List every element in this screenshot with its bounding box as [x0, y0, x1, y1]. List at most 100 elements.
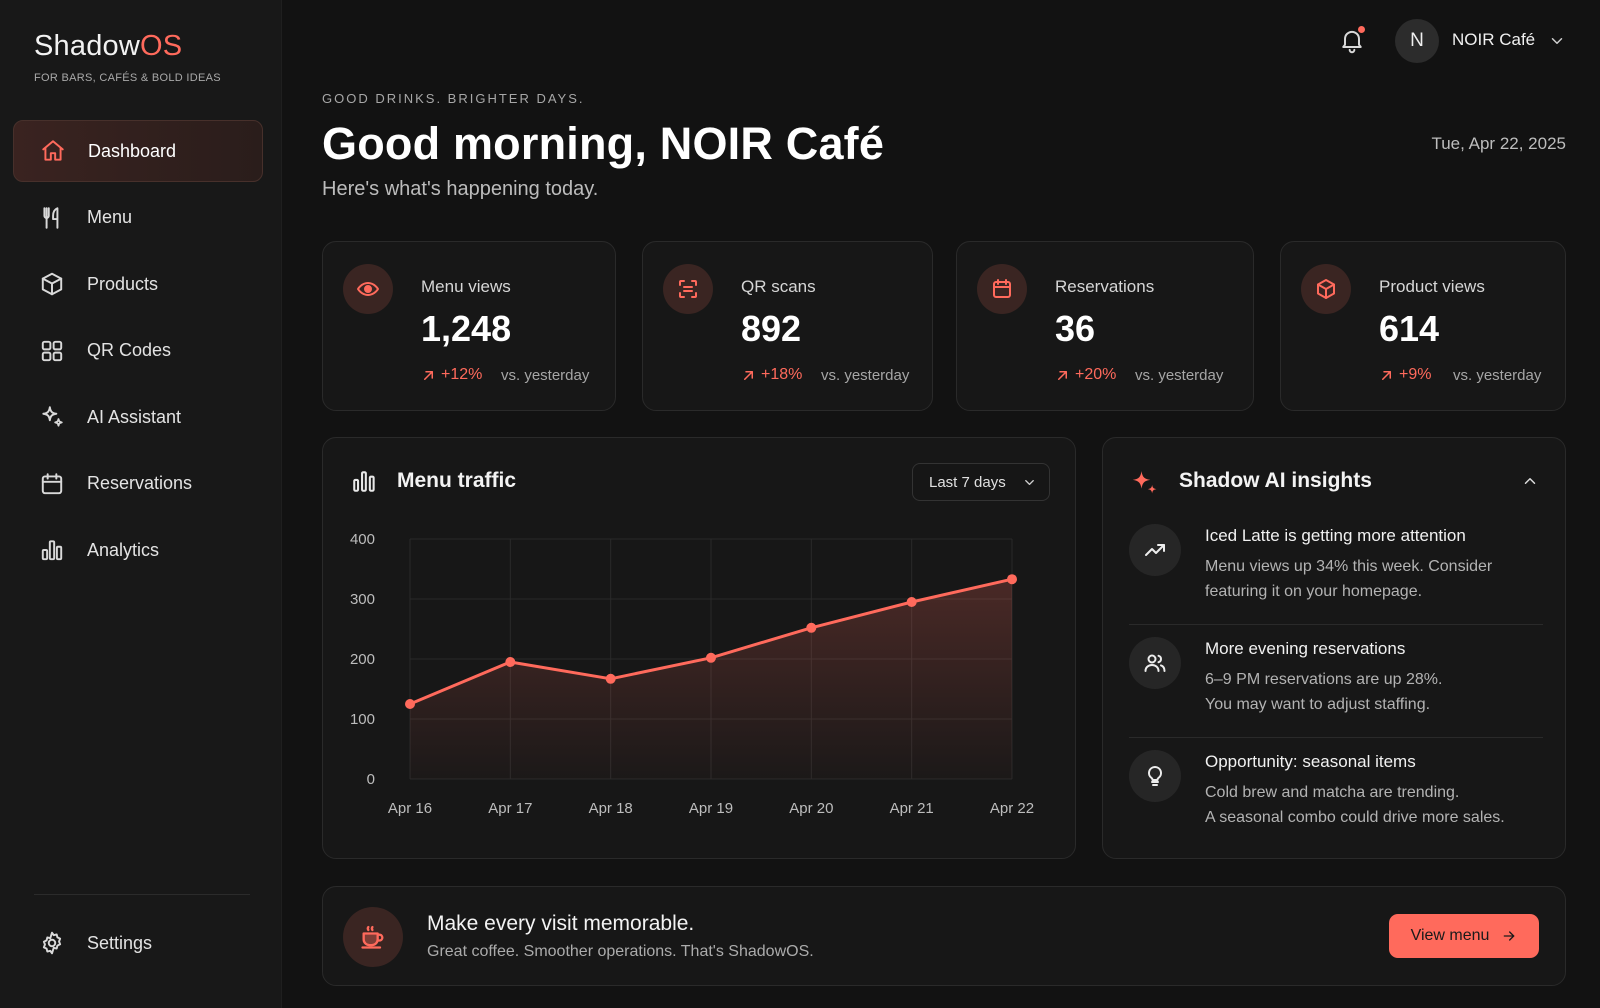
x-tick-label: Apr 18	[589, 800, 633, 817]
x-tick-label: Apr 21	[890, 800, 934, 817]
arrow-right-icon	[1504, 931, 1515, 941]
y-tick-label: 200	[350, 651, 375, 668]
stat-value: 36	[1055, 308, 1096, 349]
x-tick-label: Apr 22	[990, 800, 1034, 817]
y-tick-label: 100	[350, 711, 375, 728]
sidebar-item-products[interactable]: Products	[13, 253, 263, 315]
stat-card-menu-views[interactable]: Menu views 1,248 +12% vs. yesterday	[322, 241, 616, 411]
x-tick-label: Apr 19	[689, 800, 733, 817]
ai-insights-card: Shadow AI insights Iced Latte is getting…	[1102, 437, 1566, 859]
insight-title: Iced Latte is getting more attention	[1205, 526, 1466, 545]
page-subtitle: Here's what's happening today.	[322, 178, 599, 200]
sidebar-item-qr-codes[interactable]: QR Codes	[13, 320, 263, 382]
eye-icon	[343, 264, 393, 314]
notifications-bell-icon[interactable]	[1338, 26, 1366, 54]
sidebar-item-label: Settings	[87, 932, 153, 953]
sidebar-item-ai-assistant[interactable]: AI Assistant	[13, 386, 263, 448]
stat-value: 1,248	[421, 308, 512, 349]
view-menu-label: View menu	[1410, 927, 1490, 944]
data-point	[505, 657, 516, 667]
sidebar-divider	[34, 894, 250, 895]
stat-label: Reservations	[1055, 277, 1155, 296]
page-title: Good morning, NOIR Café	[322, 118, 885, 169]
arrow-up-right-icon	[744, 370, 753, 380]
sidebar-item-reservations[interactable]: Reservations	[13, 453, 263, 515]
calendar-icon	[39, 471, 65, 497]
insight-description: Cold brew and matcha are trending. A sea…	[1205, 784, 1505, 826]
data-point	[806, 622, 817, 633]
stat-compare: vs. yesterday	[1135, 367, 1224, 384]
sidebar-item-label: AI Assistant	[87, 406, 182, 427]
y-tick-label: 300	[350, 591, 375, 608]
insight-divider	[1129, 737, 1543, 738]
traffic-area	[410, 579, 1012, 779]
page-date: Tue, Apr 22, 2025	[1431, 134, 1566, 153]
sidebar-item-label: QR Codes	[87, 340, 172, 360]
arrow-up-right-icon	[1382, 370, 1391, 380]
box-icon	[39, 271, 65, 297]
insight-title: More evening reservations	[1205, 639, 1406, 658]
trend-up-icon	[1129, 524, 1181, 576]
data-point	[1007, 574, 1017, 585]
insight-description: 6–9 PM reservations are up 28%. You may …	[1205, 671, 1443, 713]
insight-divider	[1129, 624, 1543, 625]
sidebar-item-settings[interactable]: Settings	[13, 912, 263, 974]
chevron-up-icon[interactable]	[1521, 472, 1539, 490]
insight-item[interactable]: Iced Latte is getting more attention Men…	[1129, 524, 1543, 638]
calendar-icon	[977, 264, 1027, 314]
arrow-up-right-icon	[1058, 370, 1067, 380]
insight-item[interactable]: More evening reservations 6–9 PM reserva…	[1129, 637, 1543, 751]
grid-icon	[39, 338, 65, 364]
coffee-cup-icon	[343, 907, 403, 967]
data-point	[405, 699, 415, 709]
arrow-up-right-icon	[424, 370, 433, 380]
brand-name: ShadowOS	[34, 30, 183, 62]
date-range-select[interactable]: Last 7 days	[912, 463, 1050, 501]
menu-traffic-card: 0 100 200 300 400 Apr 16 Apr 17 Apr 18 Apr 19 Ap…	[322, 437, 1076, 859]
chevron-down-icon[interactable]	[1548, 32, 1566, 50]
sidebar-item-label: Menu	[87, 207, 133, 227]
stat-delta: +9%	[1379, 366, 1431, 384]
chevron-down-icon	[1025, 480, 1034, 485]
stat-compare: vs. yesterday	[821, 367, 910, 384]
insight-item[interactable]: Opportunity: seasonal items Cold brew an…	[1129, 750, 1543, 864]
sidebar-item-label: Analytics	[87, 539, 160, 560]
stat-delta: +18%	[741, 366, 802, 384]
x-tick-label: Apr 16	[388, 800, 432, 817]
data-point	[706, 652, 716, 663]
sidebar-item-dashboard[interactable]: Dashboard	[13, 120, 263, 182]
lightbulb-icon	[1129, 750, 1181, 802]
brand-logo[interactable]: ShadowOS FOR BARS, CAFÉS & BOLD IDEAS	[34, 30, 221, 84]
stat-value: 892	[741, 308, 802, 349]
insight-title: Opportunity: seasonal items	[1205, 752, 1416, 771]
stat-card-qr-scans[interactable]: QR scans 892 +18% vs. yesterday	[642, 241, 933, 411]
sidebar-nav: Dashboard Menu Products QR Codes AI Assi…	[13, 120, 263, 586]
bar-chart-icon	[351, 468, 377, 494]
account-name[interactable]: NOIR Café	[1452, 30, 1536, 49]
sidebar-item-analytics[interactable]: Analytics	[13, 519, 263, 581]
banner-subtitle: Great coffee. Smoother operations. That'…	[427, 943, 814, 960]
x-tick-label: Apr 17	[488, 800, 532, 817]
stat-card-product-views[interactable]: Product views 614 +9% vs. yesterday	[1280, 241, 1566, 411]
data-point	[605, 673, 616, 684]
chart-title: Menu traffic	[397, 469, 517, 492]
view-menu-button[interactable]: View menu	[1389, 914, 1539, 958]
sidebar-item-menu[interactable]: Menu	[13, 187, 263, 249]
stat-label: Menu views	[421, 277, 511, 296]
sparkles-icon	[1129, 468, 1159, 498]
stat-compare: vs. yesterday	[1453, 367, 1542, 384]
x-tick-label: Apr 20	[789, 800, 833, 817]
promo-banner: Make every visit memorable. Great coffee…	[322, 886, 1566, 986]
sparkles-icon	[39, 404, 65, 430]
gear-icon	[39, 930, 65, 956]
avatar[interactable]: N	[1395, 19, 1439, 63]
y-tick-label: 400	[350, 531, 375, 548]
notification-dot	[1358, 26, 1365, 33]
stat-compare: vs. yesterday	[501, 367, 590, 384]
insight-description: Menu views up 34% this week. Consider fe…	[1205, 558, 1493, 600]
users-icon	[1129, 637, 1181, 689]
stat-card-reservations[interactable]: Reservations 36 +20% vs. yesterday	[956, 241, 1254, 411]
ai-insights-title: Shadow AI insights	[1179, 469, 1372, 492]
stat-label: Product views	[1379, 277, 1485, 296]
sidebar-item-label: Dashboard	[88, 140, 177, 161]
